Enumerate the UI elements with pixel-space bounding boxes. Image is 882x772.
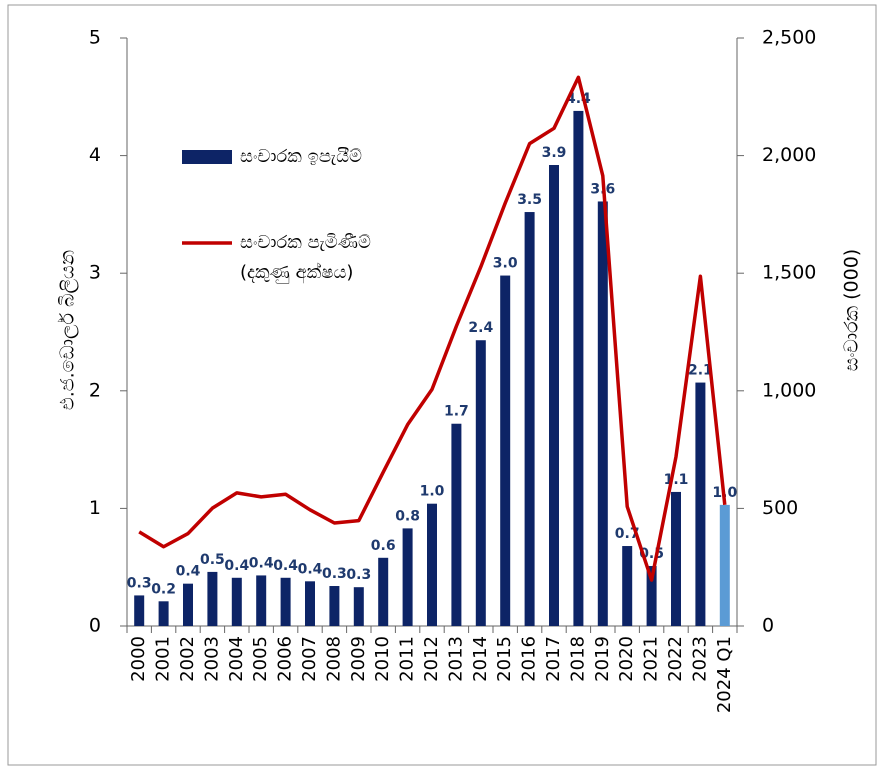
x-tick-label: 2008 [323, 636, 344, 682]
x-tick-label: 2000 [128, 636, 149, 682]
y-tick-label: 5 [89, 27, 101, 49]
x-tick-label: 2007 [299, 636, 320, 682]
value-label: 0.4 [224, 558, 249, 574]
bar [671, 491, 681, 626]
value-label: 1.7 [444, 404, 469, 420]
x-tick-label: 2024 Q1 [714, 636, 735, 713]
bar [622, 546, 633, 626]
value-label: 0.4 [298, 561, 323, 577]
bar [305, 581, 315, 626]
y-tick-label: 1 [89, 497, 101, 519]
y2-tick-label: 2,000 [762, 144, 816, 166]
x-tick-label: 2009 [348, 636, 369, 682]
bar [573, 110, 584, 627]
y-tick-label: 0 [89, 615, 101, 637]
x-tick-label: 2016 [519, 636, 540, 682]
x-tick-label: 2001 [153, 636, 174, 682]
x-tick-label: 2015 [494, 636, 515, 682]
bar [500, 275, 511, 626]
bar [158, 601, 169, 626]
bar [695, 382, 706, 626]
x-tick-label: 2022 [665, 636, 686, 682]
bar [646, 566, 657, 626]
x-tick-label: 2017 [543, 636, 564, 682]
value-label: 0.4 [176, 564, 201, 580]
x-tick-label: 2021 [641, 636, 662, 682]
legend-swatch [182, 150, 232, 164]
bar [280, 577, 291, 626]
bar [231, 577, 242, 626]
y-tick-label: 3 [89, 262, 101, 284]
bar [402, 528, 413, 626]
x-tick-label: 2018 [567, 636, 588, 682]
value-label: 0.8 [395, 508, 420, 524]
value-label: 0.4 [249, 555, 274, 571]
bar [475, 340, 486, 626]
x-tick-label: 2002 [177, 636, 198, 682]
x-tick-label: 2006 [275, 636, 296, 682]
x-tick-label: 2010 [372, 636, 393, 682]
legend-label: සංචාරක ඉපැයීම් [240, 146, 362, 167]
x-tick-label: 2019 [592, 636, 613, 682]
bar [451, 423, 462, 626]
x-tick-label: 2014 [470, 636, 491, 682]
x-tick-label: 2023 [689, 636, 710, 682]
value-label: 0.3 [346, 567, 371, 583]
value-label: 2.4 [468, 320, 493, 336]
value-label: 1.1 [664, 472, 689, 488]
bar [353, 587, 364, 626]
bar [207, 571, 218, 626]
y2-axis-title: සංචාරක (000) [841, 249, 863, 371]
bar [183, 583, 193, 626]
value-label: 0.4 [273, 558, 298, 574]
value-label: 0.3 [127, 575, 152, 591]
bar [329, 586, 340, 626]
legend-label: (දකුණු අක්ෂය) [240, 262, 353, 284]
bar [549, 165, 559, 626]
y2-tick-label: 1,000 [762, 379, 816, 401]
y2-tick-label: 2,500 [762, 27, 816, 49]
y2-tick-label: 500 [762, 497, 798, 519]
y2-tick-label: 0 [762, 615, 774, 637]
x-tick-label: 2013 [445, 636, 466, 682]
value-label: 0.3 [322, 566, 347, 582]
value-label: 0.5 [200, 552, 225, 568]
value-label: 3.0 [493, 256, 518, 272]
bar [378, 557, 389, 626]
y-tick-label: 2 [89, 379, 101, 401]
bar [597, 201, 608, 627]
value-label: 0.6 [371, 538, 396, 554]
legend-label: සංචාරක පැමිණීම් [240, 232, 371, 253]
value-label: 3.5 [517, 192, 542, 208]
x-tick-label: 2005 [250, 636, 271, 682]
value-label: 1.0 [420, 484, 445, 500]
bar [719, 504, 730, 626]
line [138, 75, 727, 582]
x-tick-label: 2012 [421, 636, 442, 682]
y-axis-title: එ.ජ.ඩොලර් බිලියන [57, 250, 79, 410]
value-label: 2.1 [688, 363, 713, 379]
bar [134, 595, 145, 626]
value-label: 3.9 [542, 145, 567, 161]
x-tick-label: 2003 [201, 636, 222, 682]
bar [427, 503, 437, 626]
y-tick-label: 4 [89, 144, 101, 166]
x-tick-label: 2011 [397, 636, 418, 682]
x-tick-label: 2004 [226, 636, 247, 682]
value-label: 0.2 [151, 581, 176, 597]
y2-tick-label: 1,500 [762, 262, 816, 284]
x-tick-label: 2020 [616, 636, 637, 682]
bar [256, 575, 267, 626]
frame [7, 4, 877, 766]
bar [524, 212, 535, 626]
